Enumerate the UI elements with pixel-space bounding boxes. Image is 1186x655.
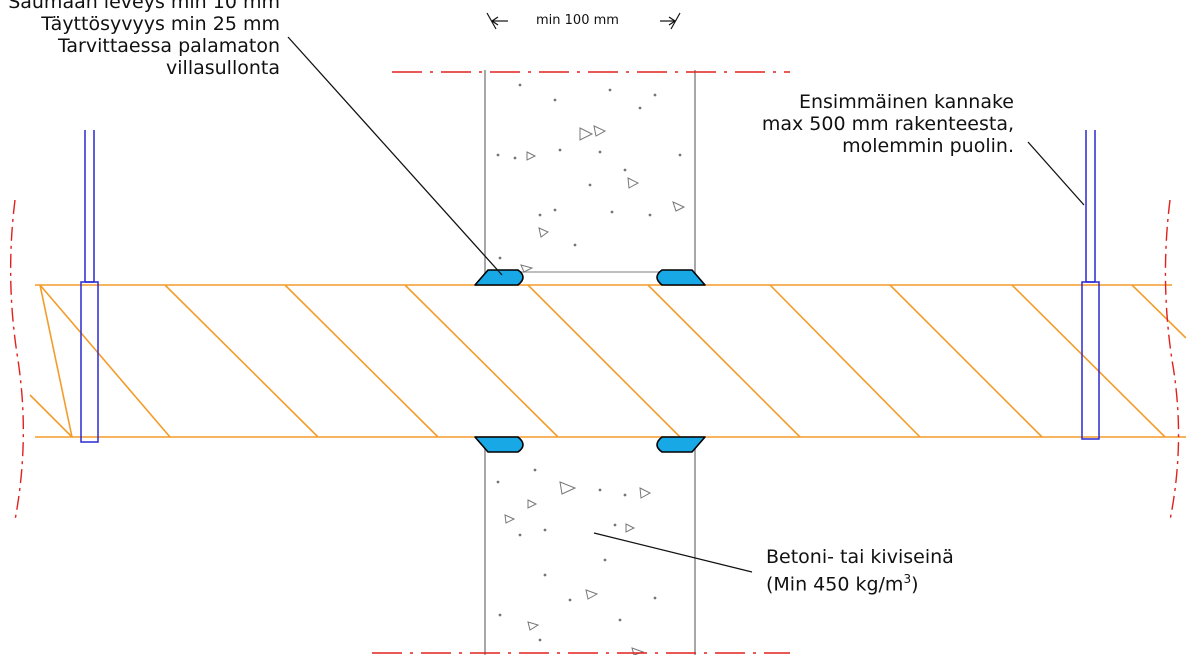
sealant-top-left — [474, 269, 524, 286]
break-line-right — [1164, 199, 1180, 521]
leader-bracket — [1027, 141, 1085, 206]
sealant-top-right — [656, 269, 706, 286]
joint-line-4: villasullonta — [166, 57, 280, 79]
joint-spec-label: Saumaan leveys min 10 mm Täyttösyvyys mi… — [8, 0, 280, 79]
sealant-bottom-left — [474, 436, 524, 453]
joint-line-2: Täyttösyvyys min 25 mm — [41, 13, 280, 35]
wall-line-2: (Min 450 kg/m3) — [766, 572, 919, 596]
joint-line-1: Saumaan leveys min 10 mm — [8, 0, 280, 13]
bracket-right — [1081, 130, 1100, 440]
bracket-left — [80, 130, 99, 443]
joint-line-3: Tarvittaessa palamaton — [57, 35, 280, 57]
concrete-texture — [496, 83, 686, 655]
dimension-label: min 100 mm — [536, 13, 619, 28]
bracket-line-1: Ensimmäinen kannake — [798, 91, 1014, 113]
bracket-line-3: molemmin puolin. — [842, 135, 1014, 157]
dimension-marker — [486, 12, 681, 30]
concrete-wall — [484, 70, 696, 655]
leader-lines — [287, 36, 1085, 573]
bracket-spec-label: Ensimmäinen kannake max 500 mm rakentees… — [762, 91, 1014, 157]
sealant-bottom-right — [656, 436, 706, 453]
duct — [29, 284, 1186, 438]
break-line-left — [9, 199, 25, 521]
leader-wall — [593, 532, 753, 573]
leader-joint — [287, 36, 503, 276]
sealant — [474, 269, 706, 453]
wall-line-1: Betoni- tai kiviseinä — [766, 546, 954, 568]
wall-spec-label: Betoni- tai kiviseinä (Min 450 kg/m3) — [766, 546, 954, 595]
bracket-line-2: max 500 mm rakenteesta, — [761, 113, 1014, 135]
